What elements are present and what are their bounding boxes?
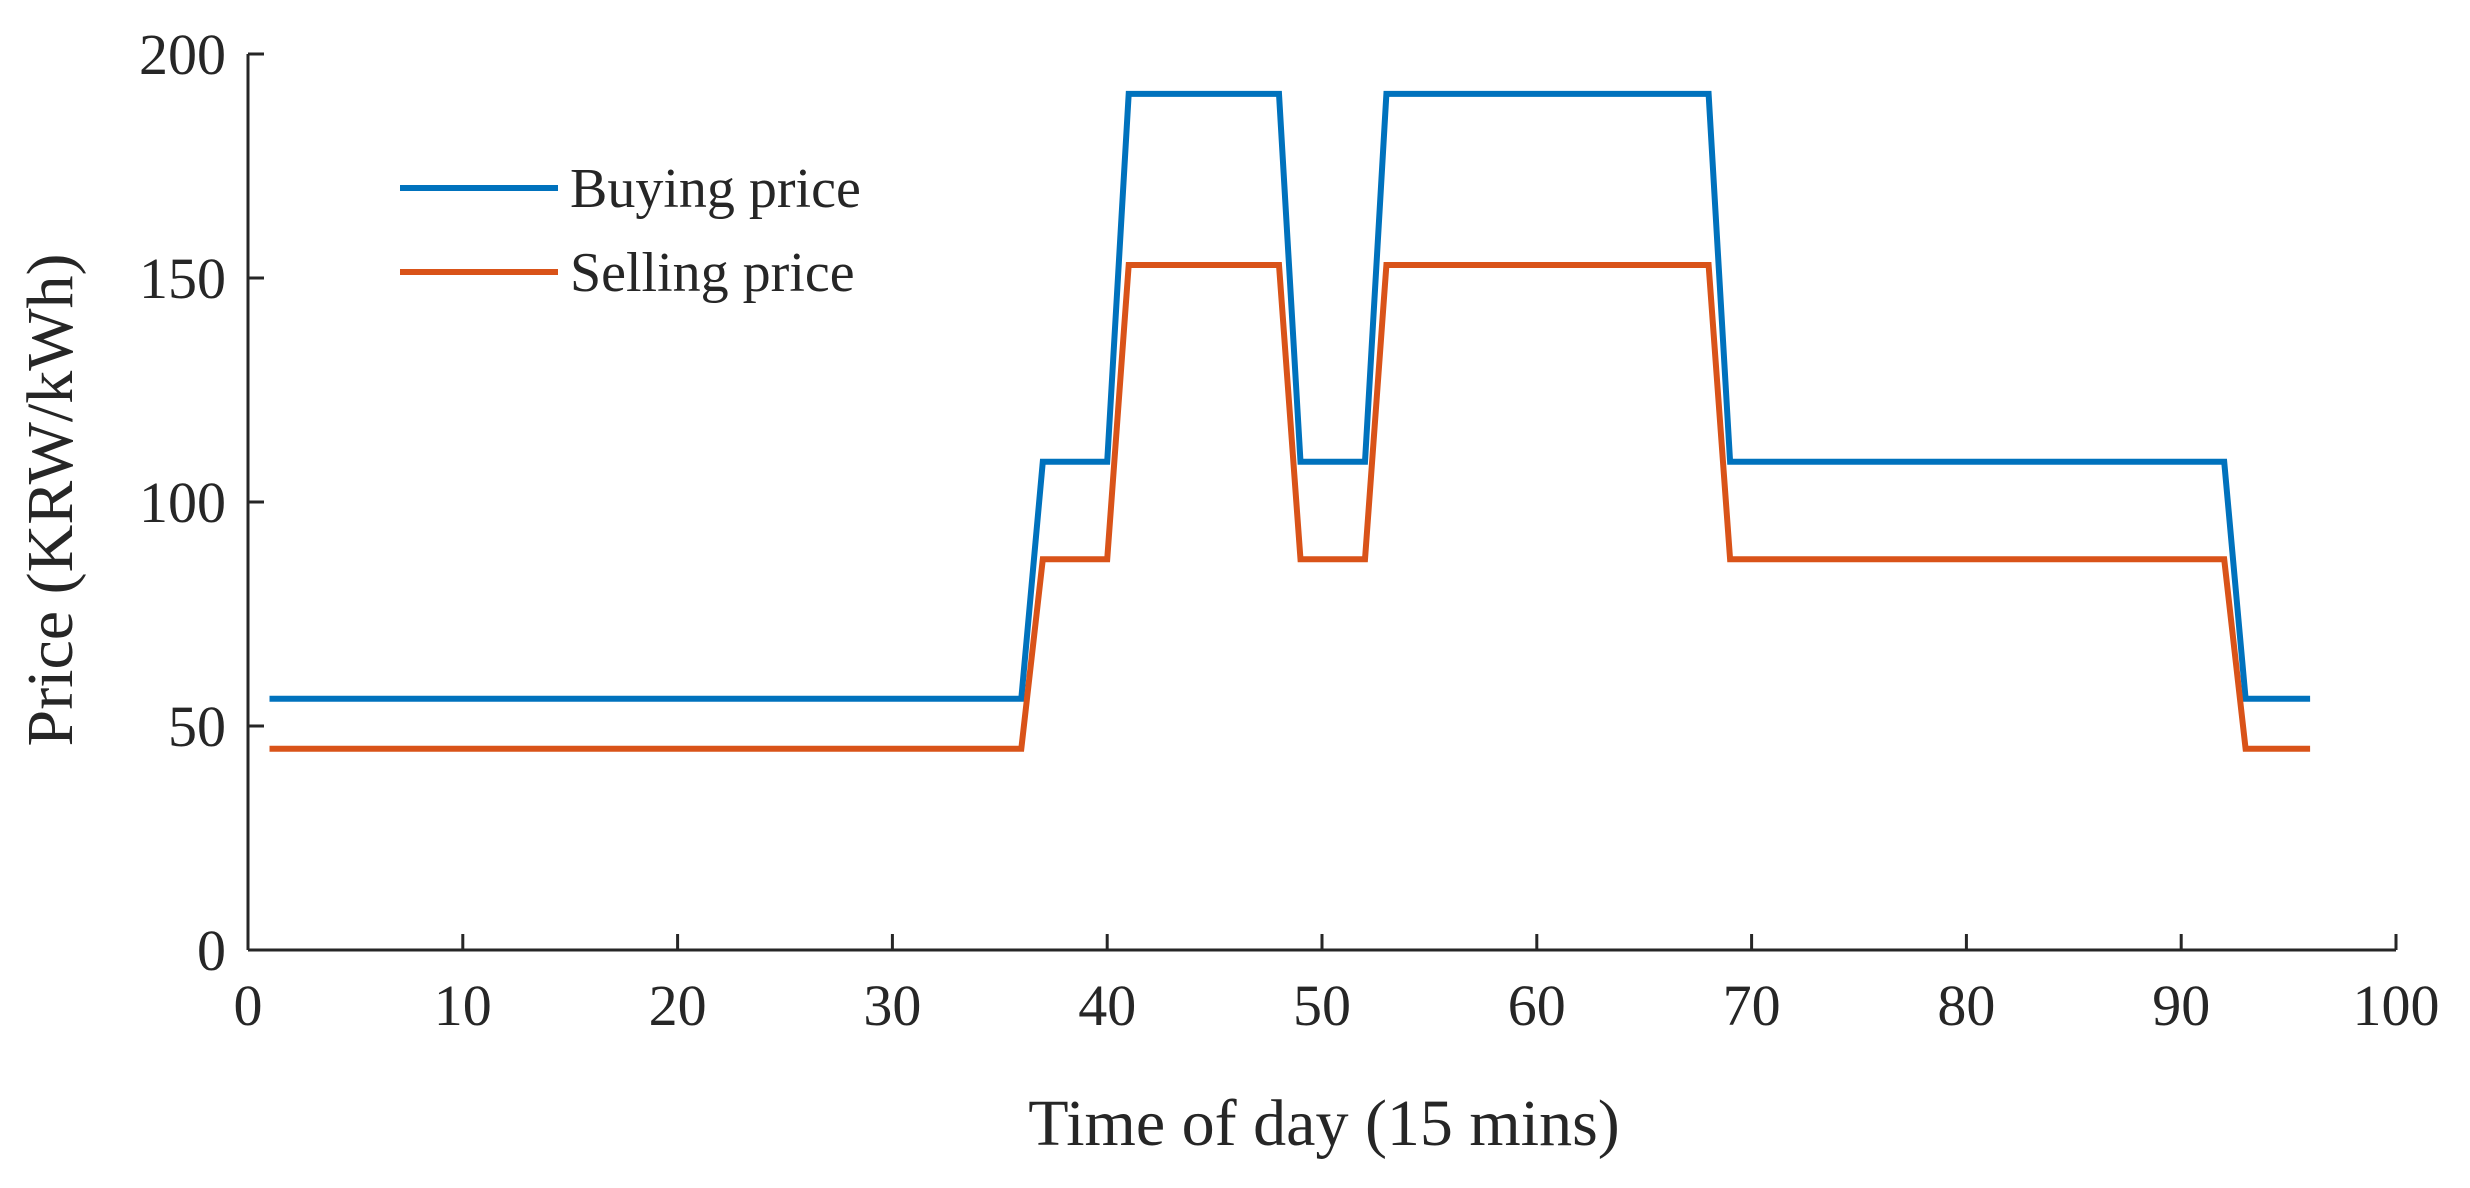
y-tick-label: 0 (197, 918, 226, 983)
y-tick-label: 150 (139, 246, 226, 311)
x-tick-label: 30 (863, 973, 921, 1038)
axes: 0 10 20 30 40 50 60 70 80 90 100 0 50 100 150 200 (139, 22, 2440, 1038)
y-tick-label: 50 (168, 694, 226, 759)
x-tick-label: 60 (1508, 973, 1566, 1038)
legend-label-buying-price: Buying price (570, 158, 861, 220)
x-tick-label: 10 (434, 973, 492, 1038)
y-tick-label: 100 (139, 470, 226, 535)
x-tick-label: 70 (1723, 973, 1781, 1038)
y-axis-title: Price (KRW/kWh) (14, 253, 87, 746)
x-tick-label: 40 (1078, 973, 1136, 1038)
legend: Buying price Selling price (400, 158, 861, 304)
x-tick-label: 100 (2353, 973, 2440, 1038)
x-tick-label: 50 (1293, 973, 1351, 1038)
x-tick-label: 0 (234, 973, 263, 1038)
legend-label-selling-price: Selling price (570, 242, 855, 304)
x-axis-title: Time of day (15 mins) (1028, 1087, 1620, 1160)
x-tick-label: 90 (2152, 973, 2210, 1038)
x-tick-label: 80 (1937, 973, 1995, 1038)
series-line-selling-price (269, 262, 2311, 752)
x-tick-label: 20 (649, 973, 707, 1038)
series-line-buying-price (269, 90, 2311, 702)
series-layer (269, 90, 2311, 752)
y-tick-label: 200 (139, 22, 226, 87)
